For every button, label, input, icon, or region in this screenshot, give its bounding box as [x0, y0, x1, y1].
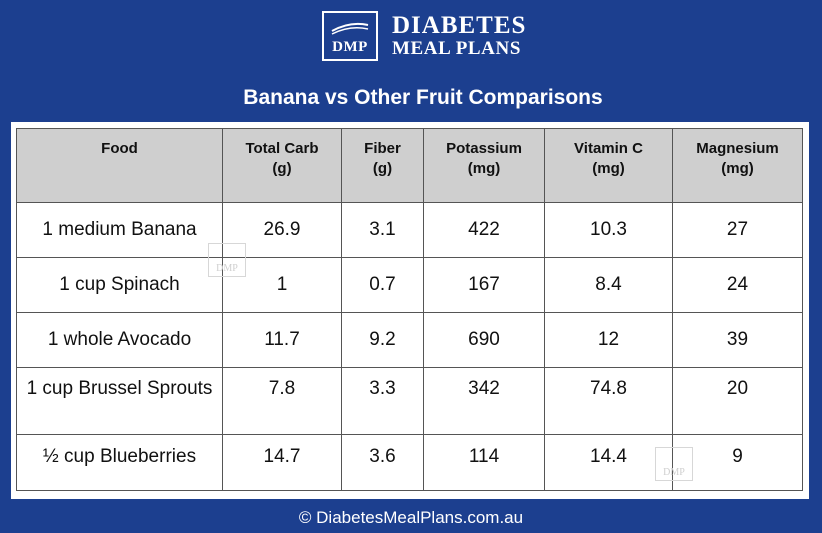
footer-copyright: © DiabetesMealPlans.com.au — [298, 508, 524, 527]
cell-potassium: 114 — [423, 434, 545, 491]
cell-potassium: 690 — [423, 312, 545, 368]
cell-vitamin-c: 10.3 — [544, 202, 673, 258]
cell-fiber: 3.6 — [341, 434, 424, 491]
table-row: 1 medium Banana 26.9 3.1 422 10.3 27 — [16, 202, 803, 258]
cell-fiber: 3.1 — [341, 202, 424, 258]
cell-food: 1 whole Avocado — [16, 312, 223, 368]
cell-food: 1 cup Spinach — [16, 257, 223, 313]
cell-food: 1 cup Brussel Sprouts — [16, 367, 223, 435]
cell-total-carb: 11.7 — [222, 312, 342, 368]
cell-magnesium: 9 — [672, 434, 803, 491]
cell-potassium: 167 — [423, 257, 545, 313]
cell-vitamin-c: 74.8 — [544, 367, 673, 435]
watermark-icon: DMP — [208, 243, 246, 277]
cell-fiber: 9.2 — [341, 312, 424, 368]
header-row: Food Total Carb (g) Fiber (g) Potassium (mg… — [16, 128, 803, 203]
cell-magnesium: 39 — [672, 312, 803, 368]
table-row: ½ cup Blueberries 14.7 3.6 114 14.4 9 — [16, 434, 803, 491]
watermark-icon: DMP — [655, 447, 693, 481]
comparison-table: Food Total Carb (g) Fiber (g) Potassium (mg… — [16, 128, 803, 491]
cell-magnesium: 20 — [672, 367, 803, 435]
logo-swoosh-icon — [331, 22, 369, 35]
header-magnesium: Magnesium (mg) — [672, 128, 803, 203]
header-vitamin-c: Vitamin C (mg) — [544, 128, 673, 203]
cell-total-carb: 26.9 — [222, 202, 342, 258]
cell-magnesium: 27 — [672, 202, 803, 258]
cell-food: ½ cup Blueberries — [16, 434, 223, 491]
cell-vitamin-c: 12 — [544, 312, 673, 368]
brand-logo: DMP DIABETES MEAL PLANS — [322, 11, 526, 61]
cell-vitamin-c: 14.4 — [544, 434, 673, 491]
cell-potassium: 342 — [423, 367, 545, 435]
header-potassium: Potassium (mg) — [423, 128, 545, 203]
table-row: 1 cup Brussel Sprouts 7.8 3.3 342 74.8 2… — [16, 367, 803, 435]
brand-name: DIABETES MEAL PLANS — [392, 13, 526, 60]
cell-magnesium: 24 — [672, 257, 803, 313]
cell-potassium: 422 — [423, 202, 545, 258]
header-food: Food — [16, 128, 223, 203]
page-title: Banana vs Other Fruit Comparisons — [243, 86, 603, 109]
cell-fiber: 0.7 — [341, 257, 424, 313]
cell-total-carb: 7.8 — [222, 367, 342, 435]
header-total-carb: Total Carb (g) — [222, 128, 342, 203]
cell-total-carb: 1 — [222, 257, 342, 313]
cell-vitamin-c: 8.4 — [544, 257, 673, 313]
logo-mark-text: DMP — [332, 39, 368, 55]
header-fiber: Fiber (g) — [341, 128, 424, 203]
brand-line2: MEAL PLANS — [392, 37, 521, 59]
table-row: 1 whole Avocado 11.7 9.2 690 12 39 — [16, 312, 803, 368]
table-row: 1 cup Spinach 1 0.7 167 8.4 24 — [16, 257, 803, 313]
cell-fiber: 3.3 — [341, 367, 424, 435]
logo-mark: DMP — [322, 11, 378, 61]
cell-food: 1 medium Banana — [16, 202, 223, 258]
cell-total-carb: 14.7 — [222, 434, 342, 491]
brand-line1: DIABETES — [392, 11, 527, 39]
table-panel: Food Total Carb (g) Fiber (g) Potassium (mg… — [11, 122, 809, 499]
